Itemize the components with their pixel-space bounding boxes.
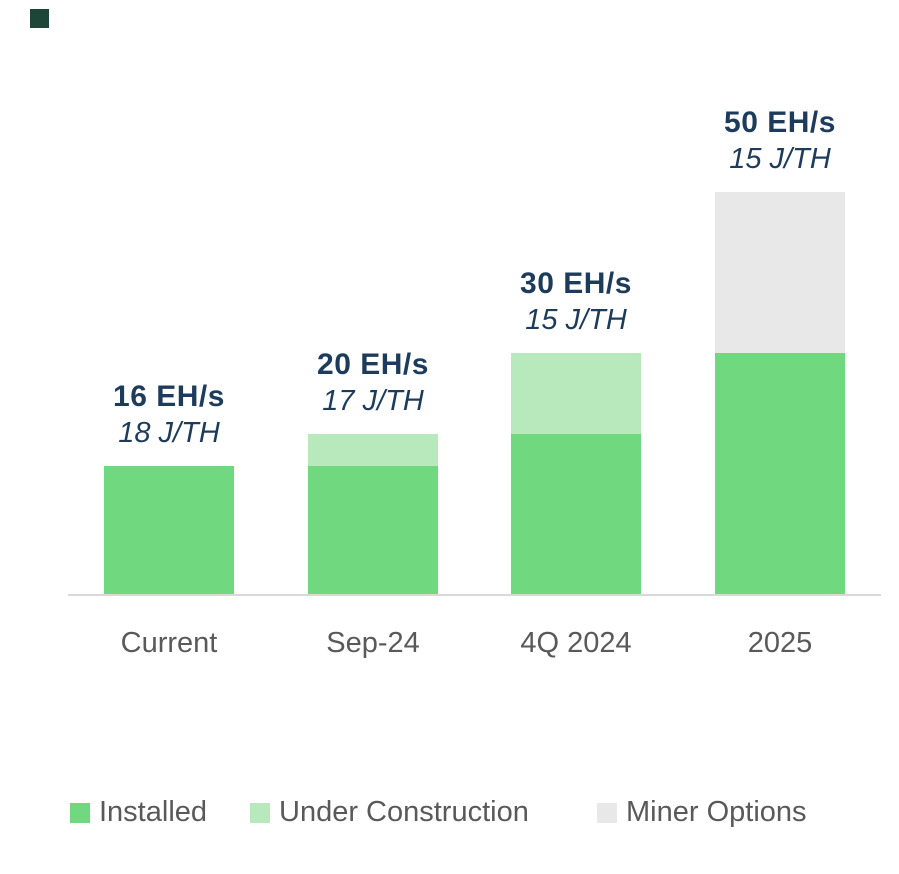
- legend-item-under_construction: Under Construction: [250, 796, 529, 829]
- bar-efficiency-label: 15 J/TH: [525, 304, 627, 336]
- legend-label: Installed: [99, 796, 208, 828]
- bar-segment-under_construction-1: [308, 434, 438, 466]
- legend-swatch-miner_options: [597, 802, 617, 823]
- bar-segment-under_construction-2: [511, 353, 641, 434]
- x-axis-tick-label-0: Current: [120, 627, 218, 659]
- legend-label: Miner Options: [626, 796, 807, 828]
- bar-segment-installed-3: [715, 353, 845, 595]
- bar-segment-installed-2: [511, 434, 641, 595]
- bar-total-label: 30 EH/s: [520, 267, 632, 300]
- bar-value-label-1: 20 EH/s 17 J/TH: [243, 346, 503, 419]
- bar-segment-miner_options-3: [715, 192, 845, 353]
- bar-efficiency-label: 17 J/TH: [322, 385, 424, 417]
- bar-total-label: 16 EH/s: [113, 380, 225, 413]
- bar-value-label-3: 50 EH/s 15 J/TH: [650, 104, 899, 177]
- legend-item-installed: Installed: [70, 796, 207, 829]
- legend-swatch-under_construction: [250, 802, 270, 823]
- bar-segment-installed-1: [308, 466, 438, 595]
- x-axis-tick-label-3: 2025: [747, 627, 813, 659]
- legend-label: Under Construction: [279, 796, 529, 828]
- legend-item-miner_options: Miner Options: [597, 796, 807, 829]
- bar-efficiency-label: 18 J/TH: [118, 417, 220, 449]
- corner-logo-mark: [30, 9, 49, 28]
- bar-total-label: 20 EH/s: [317, 348, 429, 381]
- legend-swatch-installed: [70, 802, 90, 823]
- x-axis-tick-label-2: 4Q 2024: [520, 627, 632, 659]
- bar-value-label-0: 16 EH/s 18 J/TH: [39, 378, 299, 451]
- bar-segment-installed-0: [104, 466, 234, 595]
- x-axis-line: [68, 594, 881, 596]
- bar-efficiency-label: 15 J/TH: [729, 143, 831, 175]
- bar-total-label: 50 EH/s: [724, 106, 836, 139]
- bar-value-label-2: 30 EH/s 15 J/TH: [446, 265, 706, 338]
- x-axis-tick-label-1: Sep-24: [326, 627, 420, 659]
